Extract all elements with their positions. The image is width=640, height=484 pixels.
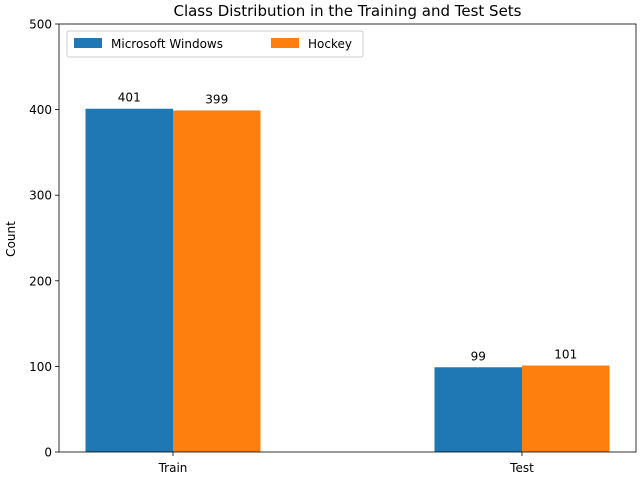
legend-label: Microsoft Windows [111, 37, 223, 51]
legend-box [66, 30, 364, 58]
bar [434, 367, 522, 452]
y-tick-label: 400 [29, 103, 52, 117]
chart-title: Class Distribution in the Training and T… [173, 2, 521, 20]
bar [173, 110, 261, 453]
y-tick-label: 200 [29, 274, 52, 288]
y-tick-label: 500 [29, 18, 52, 32]
y-tick-label: 300 [29, 189, 52, 203]
y-axis-label: Count [4, 221, 18, 257]
y-tick-label: 0 [44, 446, 52, 460]
legend-label: Hockey [308, 37, 352, 51]
bar-value-label: 401 [118, 91, 141, 105]
y-tick-label: 100 [29, 360, 52, 374]
bar-value-label: 101 [554, 348, 577, 362]
plot-area: 0 100 200 300 400 500 401 99 399 101 Train Test [29, 18, 637, 475]
legend: Microsoft Windows Hockey [66, 30, 364, 58]
bar [522, 365, 610, 452]
x-tick-label: Train [158, 461, 188, 475]
bar-value-label: 99 [471, 349, 486, 363]
legend-swatch [271, 38, 299, 48]
plot-frame [58, 23, 637, 453]
legend-swatch [74, 38, 102, 48]
bar [85, 108, 173, 452]
x-tick-label: Test [509, 461, 534, 475]
bar-value-label: 399 [205, 92, 228, 106]
